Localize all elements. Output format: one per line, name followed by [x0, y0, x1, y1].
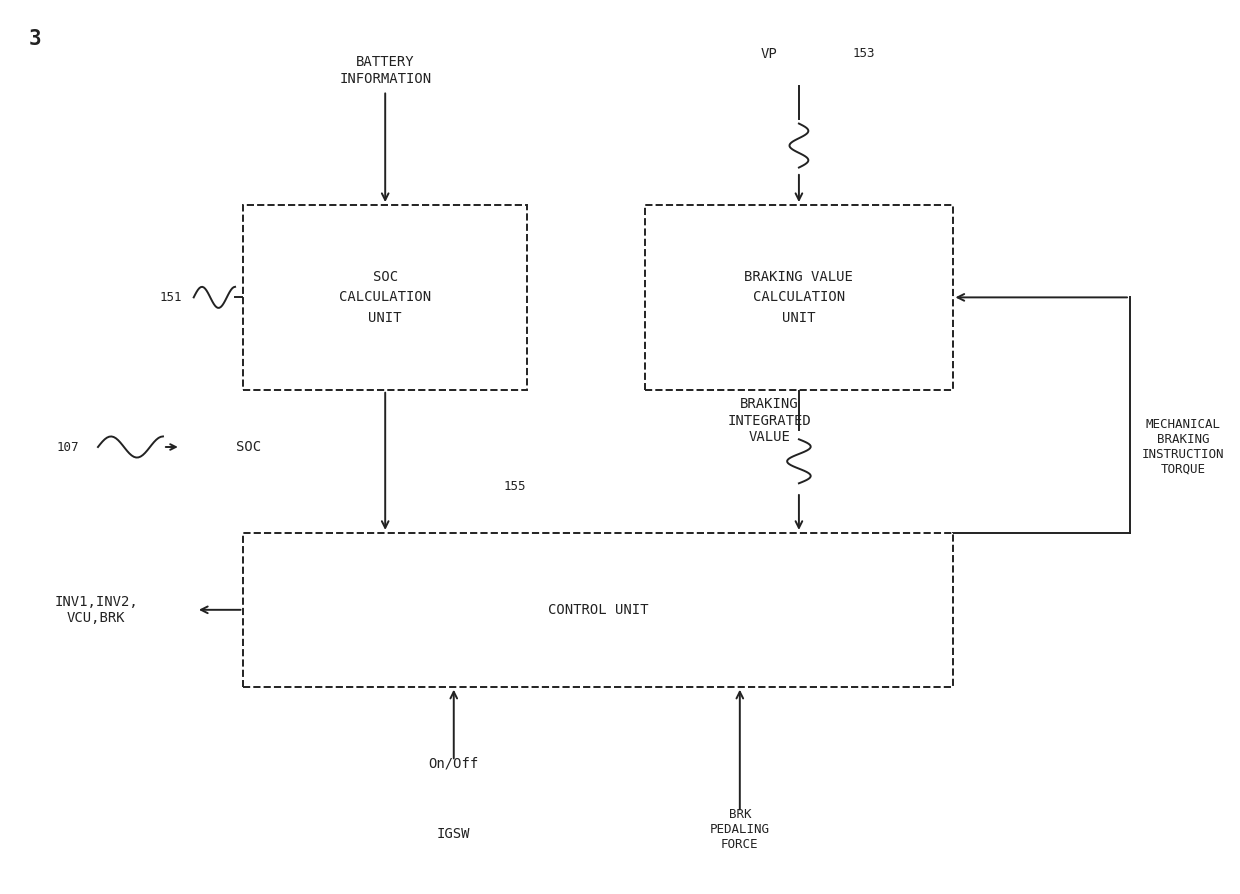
Text: BATTERY
INFORMATION: BATTERY INFORMATION	[339, 55, 432, 86]
Text: 151: 151	[160, 291, 182, 304]
Text: BRAKING VALUE
CALCULATION
UNIT: BRAKING VALUE CALCULATION UNIT	[744, 270, 853, 325]
Bar	[645, 205, 952, 390]
Text: CONTROL UNIT: CONTROL UNIT	[548, 603, 649, 617]
Text: SOC: SOC	[236, 440, 262, 454]
Text: 107: 107	[57, 441, 79, 453]
Text: 3: 3	[29, 29, 41, 49]
Text: 153: 153	[852, 46, 874, 60]
Bar	[243, 205, 527, 390]
Text: BRAKING
INTEGRATED
VALUE: BRAKING INTEGRATED VALUE	[728, 398, 811, 443]
Text: VP: VP	[761, 46, 777, 61]
Text: SOC
CALCULATION
UNIT: SOC CALCULATION UNIT	[339, 270, 432, 325]
Bar	[243, 533, 952, 687]
Text: INV1,INV2,
VCU,BRK: INV1,INV2, VCU,BRK	[55, 595, 138, 625]
Text: BRK
PEDALING
FORCE: BRK PEDALING FORCE	[709, 808, 770, 851]
Text: On/Off: On/Off	[429, 757, 479, 771]
Text: MECHANICAL
BRAKING
INSTRUCTION
TORQUE: MECHANICAL BRAKING INSTRUCTION TORQUE	[1142, 418, 1224, 476]
Text: 155: 155	[503, 480, 526, 493]
Text: IGSW: IGSW	[436, 827, 470, 841]
